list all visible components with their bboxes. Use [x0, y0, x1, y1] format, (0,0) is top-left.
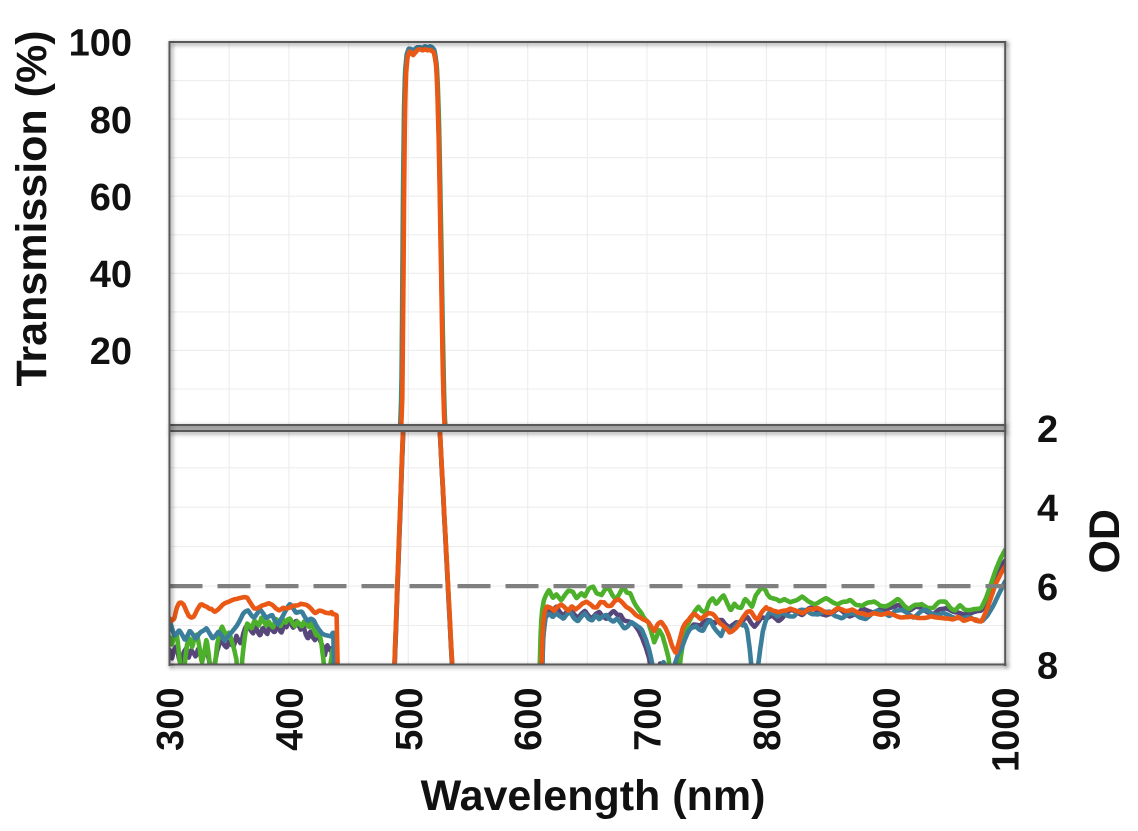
- svg-text:2: 2: [1037, 409, 1058, 451]
- svg-text:Wavelength (nm): Wavelength (nm): [421, 772, 766, 820]
- svg-text:60: 60: [90, 177, 132, 219]
- svg-text:OD: OD: [1081, 509, 1129, 574]
- svg-text:20: 20: [90, 331, 132, 373]
- svg-text:700: 700: [628, 688, 670, 751]
- svg-text:600: 600: [508, 688, 550, 751]
- svg-text:900: 900: [866, 688, 908, 751]
- svg-text:1000: 1000: [986, 688, 1028, 773]
- svg-text:500: 500: [389, 688, 431, 751]
- svg-text:800: 800: [747, 688, 789, 751]
- svg-text:400: 400: [269, 688, 311, 751]
- svg-text:Transmission (%): Transmission (%): [8, 30, 56, 386]
- svg-text:4: 4: [1037, 488, 1058, 530]
- svg-text:80: 80: [90, 100, 132, 142]
- svg-text:100: 100: [69, 23, 132, 65]
- svg-text:6: 6: [1037, 567, 1058, 609]
- svg-text:8: 8: [1037, 646, 1058, 688]
- svg-text:300: 300: [150, 688, 192, 751]
- svg-text:40: 40: [90, 254, 132, 296]
